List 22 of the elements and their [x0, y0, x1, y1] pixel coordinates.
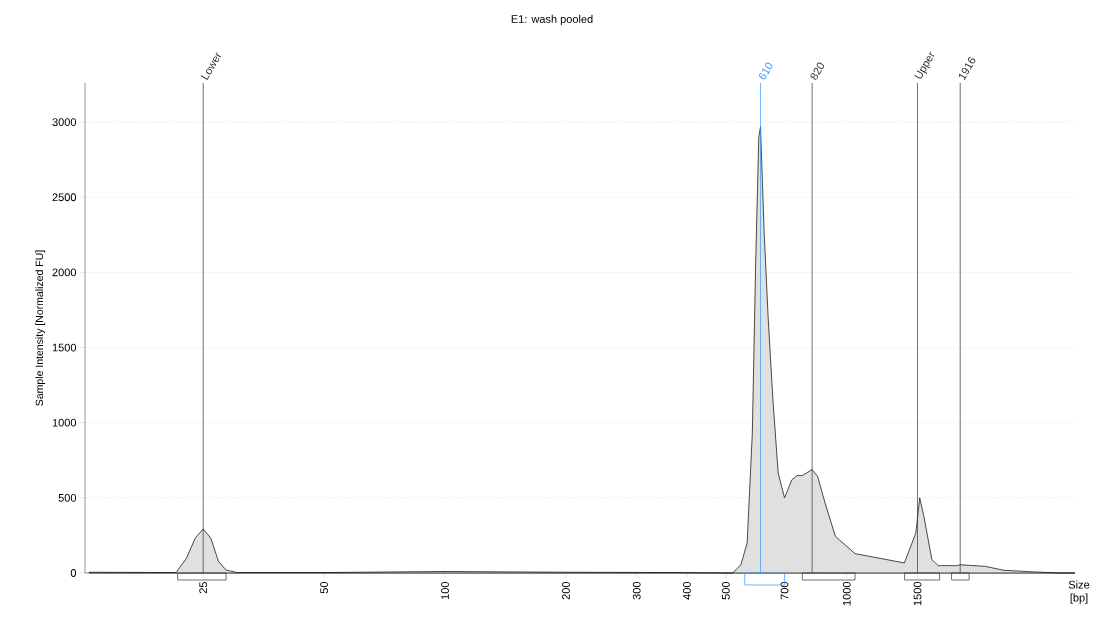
y-tick-label: 1500	[52, 343, 77, 352]
x-tick-label: 1500	[913, 581, 922, 606]
y-tick-label: 0	[70, 569, 77, 577]
ref-line-label: 820	[810, 62, 825, 80]
x-tick-label: 1000	[842, 581, 851, 606]
x-tick-label: 100	[441, 581, 449, 600]
y-tick-label: 500	[58, 493, 77, 502]
y-tick-label: 2000	[52, 268, 77, 277]
x-tick-label: 25	[199, 582, 208, 594]
y-tick-label: 3000	[52, 118, 77, 126]
x-tick-label: 300	[632, 581, 641, 600]
x-tick-label: 200	[562, 581, 570, 600]
x-axis-title: Size [bp]	[1068, 580, 1090, 604]
y-tick-label: 1000	[52, 418, 77, 427]
y-axis-title: Sample Intensity [Normalized FU]	[35, 250, 46, 406]
ref-line-label: 610	[759, 62, 773, 80]
y-tick-label: 2500	[52, 193, 77, 202]
chart-title: E1: wash pooled	[511, 14, 593, 26]
x-tick-label: 50	[320, 581, 328, 594]
x-tick-label: 400	[683, 581, 691, 600]
x-tick-label: 700	[780, 581, 789, 600]
x-tick-label: 500	[721, 581, 730, 600]
